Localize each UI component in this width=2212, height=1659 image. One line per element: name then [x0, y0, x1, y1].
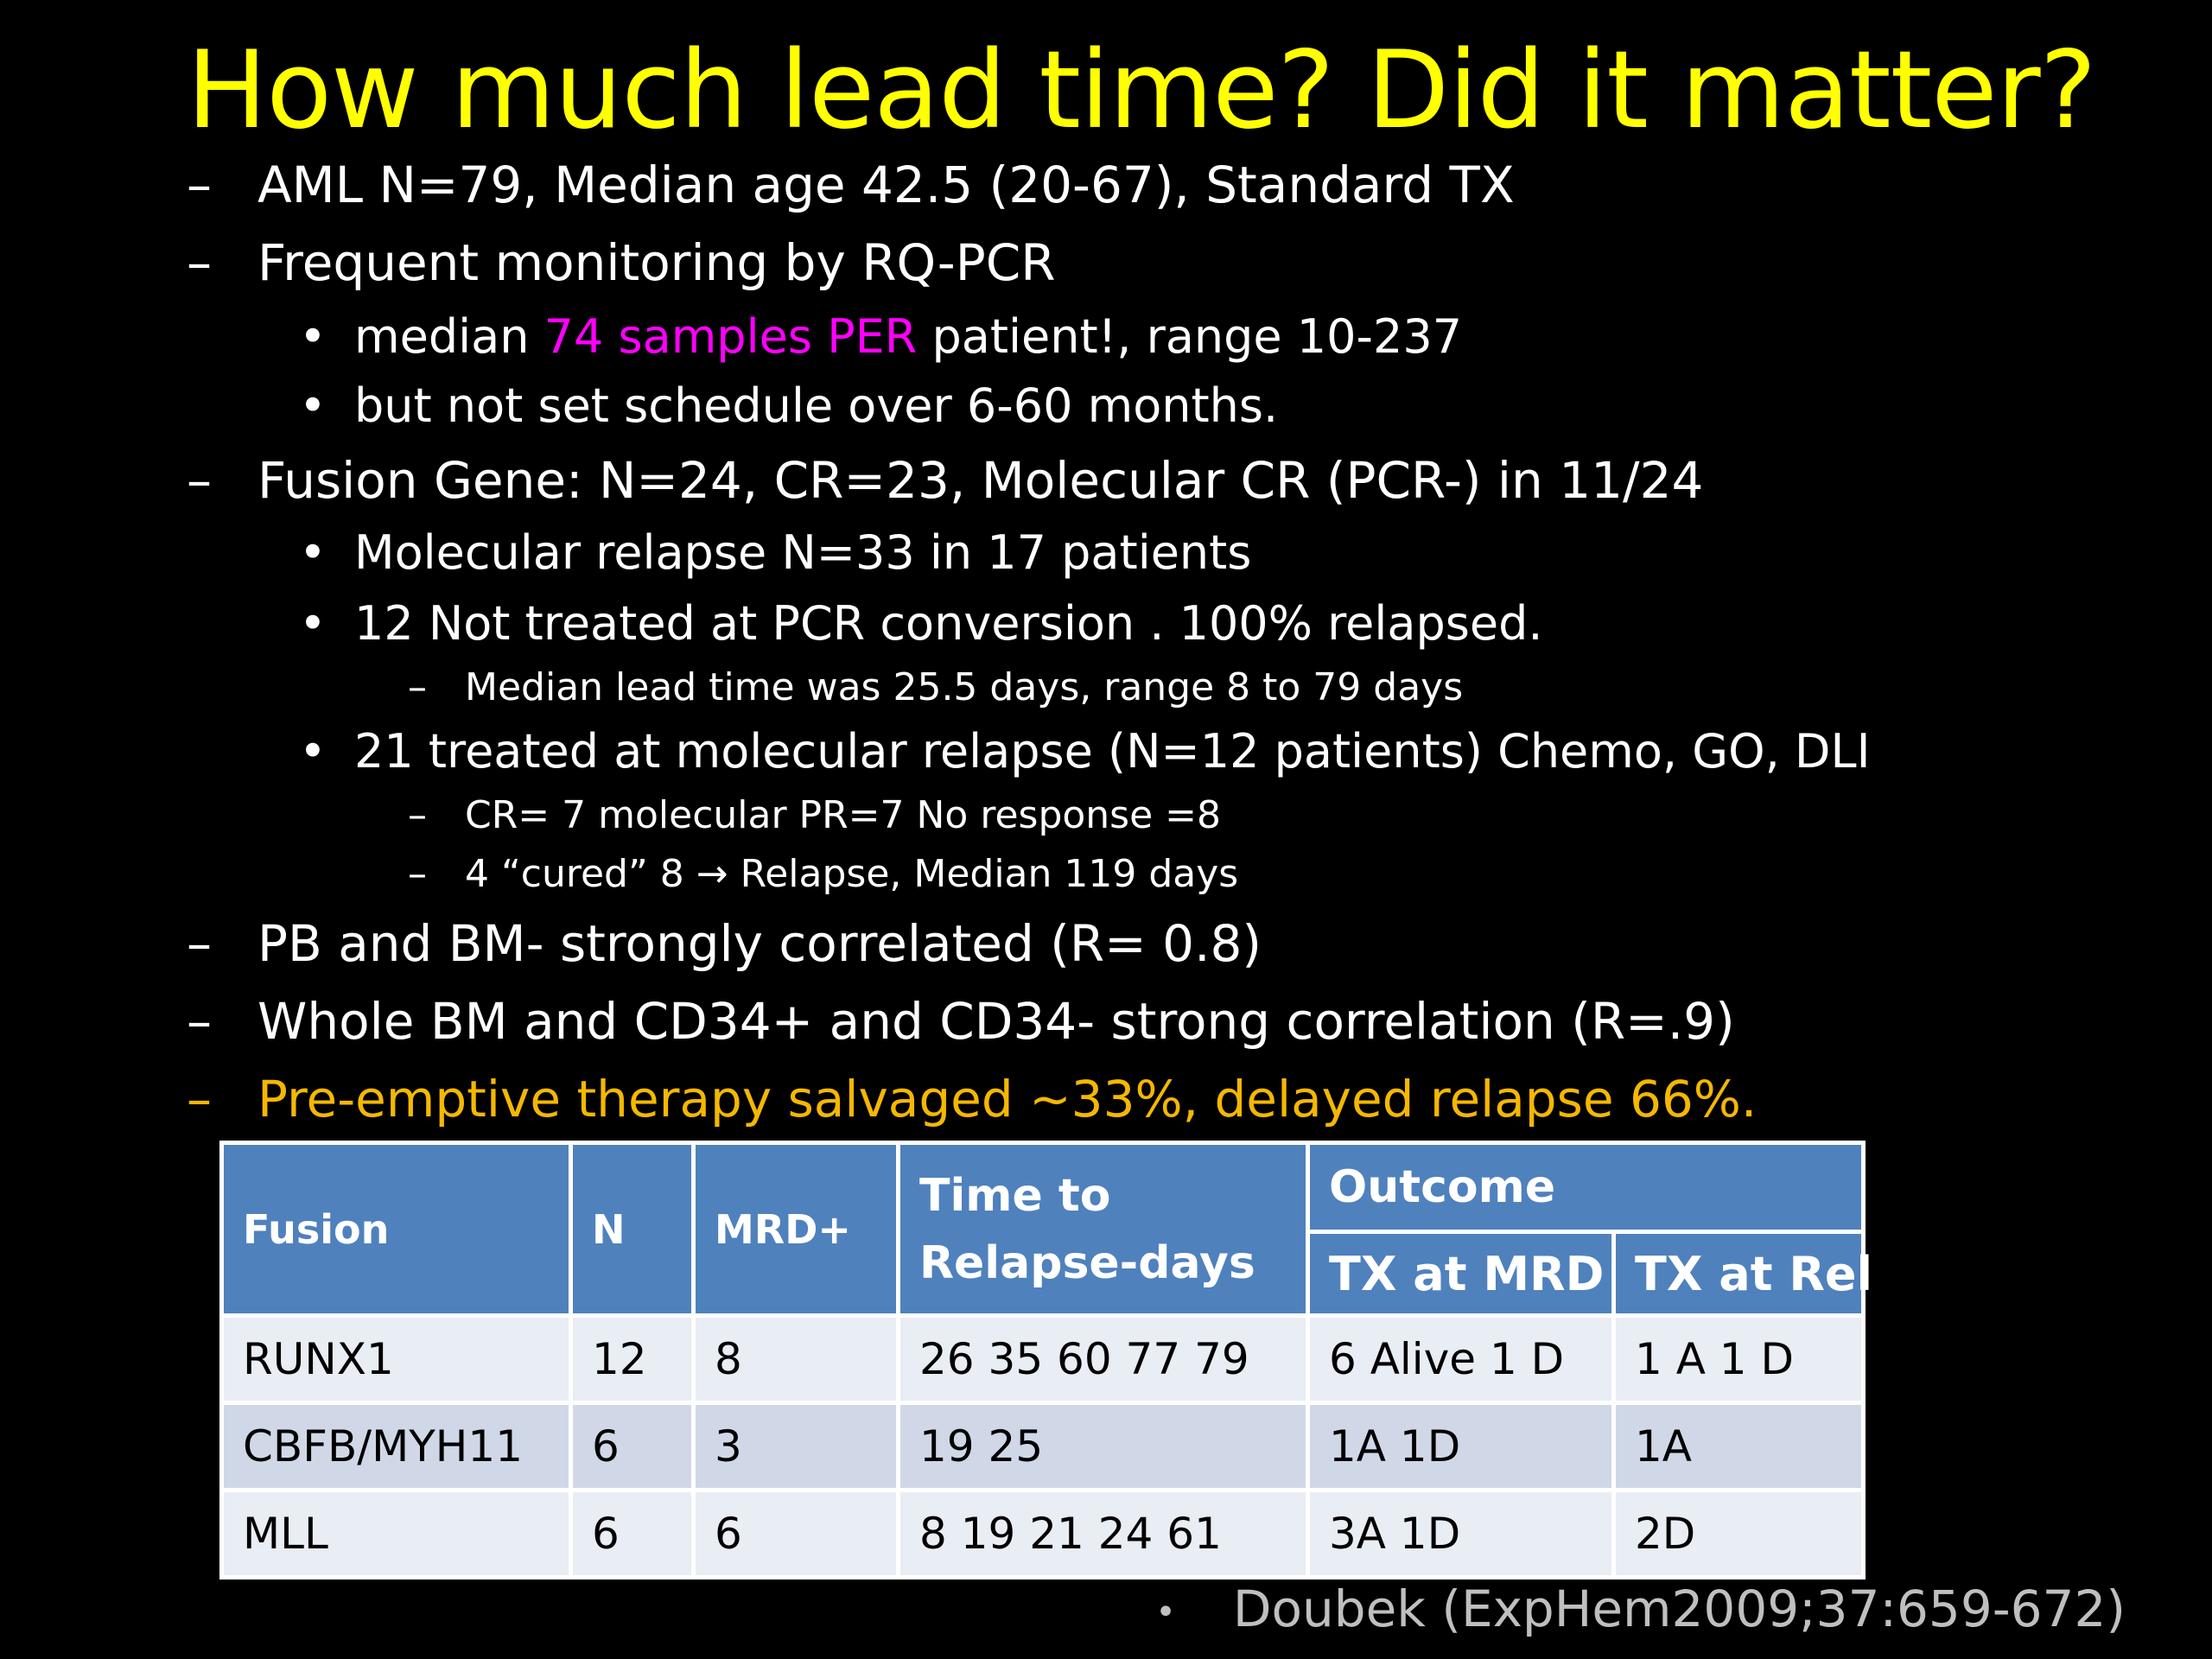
bullet-no-set-schedule: but not set schedule over 6-60 months.: [354, 378, 1279, 433]
header-tx-at-rel: TX at Rel: [1611, 1230, 1872, 1318]
fusion-outcome-table: Fusion N MRD+ Time to Relapse-days Outco…: [219, 1141, 1872, 1580]
bullet-molecular-relapse: Molecular relapse N=33 in 17 patients: [354, 525, 1252, 580]
dot-marker: •: [299, 525, 327, 580]
cured-relapse-suffix: Relapse, Median 119 days: [728, 852, 1239, 896]
bullet-fusion-gene: Fusion Gene: N=24, CR=23, Molecular CR (…: [257, 451, 1704, 510]
cell-tx-rel: 2D: [1611, 1488, 1866, 1580]
bullet-median-lead-time: Median lead time was 25.5 days, range 8 …: [465, 665, 1464, 709]
dot-marker: •: [299, 596, 327, 651]
cell-tx-mrd: 3A 1D: [1306, 1488, 1616, 1580]
table-row: MLL 6 6 8 19 21 24 61 3A 1D 2D: [219, 1488, 1866, 1580]
bullet-median-samples: median 74 samples PER patient!, range 10…: [354, 304, 1462, 370]
dash-marker: –: [408, 852, 427, 896]
arrow-right-icon: →: [696, 852, 728, 896]
cell-tx-rel: 1 A 1 D: [1611, 1313, 1866, 1405]
cell-fusion: RUNX1: [219, 1313, 573, 1405]
header-mrd-positive: MRD+: [691, 1141, 900, 1318]
citation-text: Doubek (ExpHem2009;37:659-672): [1232, 1580, 2126, 1638]
median-samples-prefix: median: [354, 309, 544, 364]
cell-mrd: 3: [691, 1401, 900, 1492]
table-row: CBFB/MYH11 6 3 19 25 1A 1D 1A: [219, 1401, 1866, 1492]
table-row: RUNX1 12 8 26 35 60 77 79 6 Alive 1 D 1 …: [219, 1313, 1866, 1405]
dash-marker: –: [187, 914, 212, 973]
cell-tx-mrd: 1A 1D: [1306, 1401, 1616, 1492]
bullet-treated-at-relapse: 21 treated at molecular relapse (N=12 pa…: [354, 724, 1871, 779]
header-time-line1: Time to: [919, 1169, 1111, 1222]
header-outcome: Outcome: [1306, 1141, 1866, 1234]
cell-fusion: CBFB/MYH11: [219, 1401, 573, 1492]
header-n: N: [569, 1141, 696, 1318]
cell-n: 6: [569, 1401, 696, 1492]
dash-marker: –: [408, 793, 427, 837]
slide-title: How much lead time? Did it matter?: [187, 29, 2096, 153]
cell-mrd: 8: [691, 1313, 900, 1405]
dash-marker: –: [187, 992, 212, 1051]
cell-time: 8 19 21 24 61: [896, 1488, 1310, 1580]
dash-marker: –: [187, 1070, 212, 1128]
dash-marker: –: [187, 451, 212, 510]
bullet-response-counts: CR= 7 molecular PR=7 No response =8: [465, 793, 1222, 837]
bullet-not-treated: 12 Not treated at PCR conversion . 100% …: [354, 596, 1543, 651]
cell-tx-rel: 1A: [1611, 1401, 1866, 1492]
dash-marker: –: [408, 665, 427, 709]
dash-marker: –: [187, 156, 212, 214]
cell-n: 6: [569, 1488, 696, 1580]
header-tx-at-mrd: TX at MRD: [1306, 1230, 1616, 1318]
dash-marker: –: [187, 233, 212, 292]
bullet-pb-bm-correlation: PB and BM- strongly correlated (R= 0.8): [257, 914, 1262, 973]
cell-fusion: MLL: [219, 1488, 573, 1580]
bullet-preemptive-therapy: Pre-emptive therapy salvaged ~33%, delay…: [257, 1070, 1758, 1128]
dot-marker: •: [299, 309, 327, 364]
cell-time: 26 35 60 77 79: [896, 1313, 1310, 1405]
cell-tx-mrd: 6 Alive 1 D: [1306, 1313, 1616, 1405]
median-samples-suffix: patient!, range 10-237: [917, 309, 1463, 364]
bullet-cured-relapse: 4 “cured” 8 → Relapse, Median 119 days: [465, 849, 1238, 900]
dot-marker: •: [1155, 1592, 1176, 1632]
dot-marker: •: [299, 378, 327, 433]
cured-relapse-prefix: 4 “cured” 8: [465, 852, 696, 896]
dot-marker: •: [299, 724, 327, 779]
header-time-to-relapse: Time to Relapse-days: [896, 1141, 1310, 1318]
bullet-aml-cohort: AML N=79, Median age 42.5 (20-67), Stand…: [257, 156, 1515, 214]
samples-per-patient-highlight: 74 samples PER: [543, 309, 918, 364]
cell-n: 12: [569, 1313, 696, 1405]
bullet-cd34-correlation: Whole BM and CD34+ and CD34- strong corr…: [257, 992, 1735, 1051]
header-fusion: Fusion: [219, 1141, 573, 1318]
bullet-frequent-monitoring: Frequent monitoring by RQ-PCR: [257, 233, 1056, 292]
header-time-line2: Relapse-days: [919, 1236, 1255, 1289]
cell-time: 19 25: [896, 1401, 1310, 1492]
citation: • Doubek (ExpHem2009;37:659-672): [1155, 1574, 2126, 1647]
cell-mrd: 6: [691, 1488, 900, 1580]
